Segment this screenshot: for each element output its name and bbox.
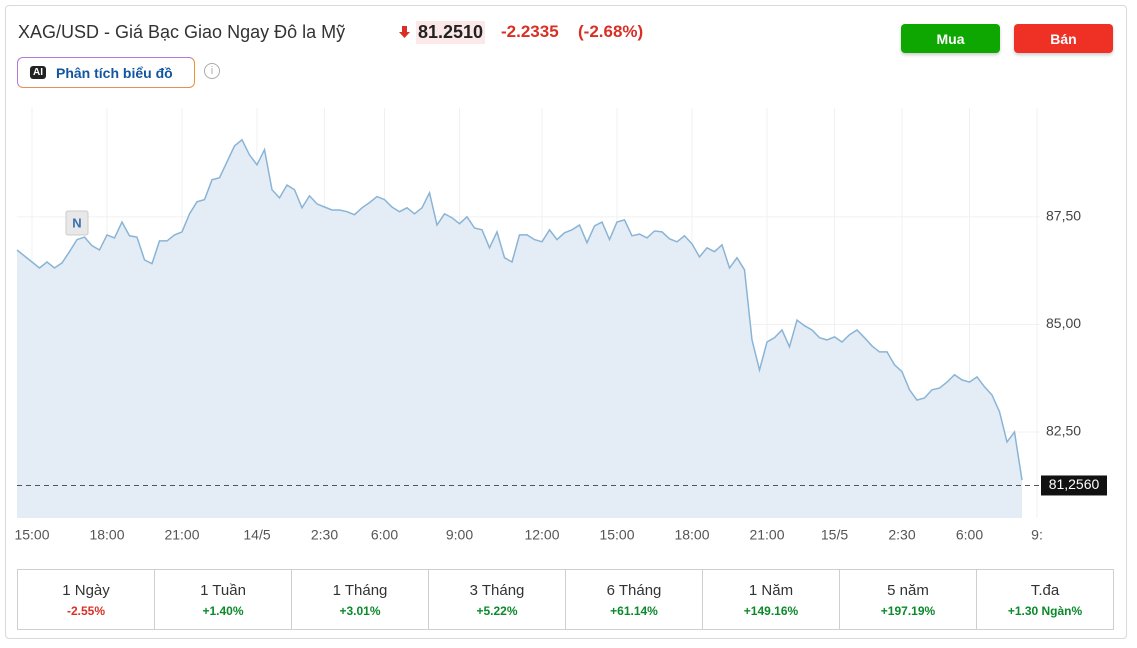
x-tick-label: 21:00 — [164, 527, 199, 543]
performance-cell[interactable]: 1 Năm +149.16% — [702, 570, 839, 629]
x-tick-label: 9: — [1031, 527, 1043, 543]
x-tick-label: 21:00 — [749, 527, 784, 543]
info-icon[interactable]: i — [204, 63, 220, 79]
period: T.đa — [1030, 581, 1060, 599]
x-tick-label: 15:00 — [14, 527, 49, 543]
period-change: +197.19% — [880, 603, 936, 618]
title: XAG/USD - Giá Bạc Giao Ngay Đô la Mỹ — [18, 22, 346, 42]
price: 81.2510 — [416, 21, 486, 44]
y-tick-label: 82,50 — [1046, 423, 1081, 439]
widget-frame — [5, 5, 1127, 639]
period: 6 Tháng — [606, 581, 662, 599]
performance-cell[interactable]: 1 Tuần +1.40% — [154, 570, 291, 629]
performance-cell[interactable]: 3 Tháng +5.22% — [428, 570, 565, 629]
ai-analysis-button[interactable]: AI Phân tích biểu đồ — [17, 57, 195, 88]
ai-button-label: Phân tích biểu đồ — [56, 64, 173, 81]
x-tick-label: 18:00 — [89, 527, 124, 543]
period-change: +1.40% — [202, 603, 244, 618]
current-price-box — [1041, 475, 1107, 496]
period-change: +5.22% — [476, 603, 518, 618]
news-marker: N — [72, 215, 81, 230]
change-percent: (-2.68%) — [578, 22, 644, 41]
period-change: +3.01% — [339, 603, 381, 618]
x-tick-label: 6:00 — [371, 527, 398, 543]
x-tick-label: 2:30 — [311, 527, 338, 543]
buy-button[interactable]: Mua — [901, 24, 1000, 53]
x-tick-label: 12:00 — [524, 527, 559, 543]
x-tick-label: 14/5 — [243, 527, 270, 543]
period-change: +1.30 Ngàn% — [1007, 603, 1083, 618]
performance-table: 1 Ngày -2.55% 1 Tuần +1.40% 1 Tháng +3.01% 3 T… — [17, 569, 1114, 630]
performance-cell[interactable]: 1 Ngày -2.55% — [18, 570, 154, 629]
y-tick-label: 87,50 — [1046, 208, 1081, 224]
period: 5 năm — [887, 581, 929, 599]
period-change: +149.16% — [743, 603, 799, 618]
performance-cell[interactable]: 1 Tháng +3.01% — [291, 570, 428, 629]
change: -2.2335 — [501, 22, 559, 41]
period-change: -2.55% — [66, 603, 106, 618]
y-tick-label: 85,00 — [1046, 315, 1081, 331]
chart: 82,50 85,00 87,50 15:00 18:00 21:00 14/5 2:30 6:… — [14, 108, 1107, 543]
period: 1 Tuần — [200, 581, 246, 599]
sell-button[interactable]: Bán — [1014, 24, 1113, 53]
x-tick-label: 15:00 — [599, 527, 634, 543]
ai-icon: AI — [30, 66, 46, 79]
period: 3 Tháng — [469, 581, 525, 599]
period: 1 Ngày — [62, 581, 110, 599]
period: 1 Năm — [748, 581, 794, 599]
performance-cell[interactable]: T.đa +1.30 Ngàn% — [976, 570, 1113, 629]
price-area — [17, 139, 1022, 519]
current-price-label: 81,2560 — [1049, 476, 1100, 492]
performance-cell[interactable]: 5 năm +197.19% — [839, 570, 976, 629]
period-change: +61.14% — [610, 603, 658, 618]
down-arrow — [399, 26, 410, 38]
x-tick-label: 15/5 — [821, 527, 848, 543]
period: 1 Tháng — [332, 581, 388, 599]
performance-cell[interactable]: 6 Tháng +61.14% — [565, 570, 702, 629]
news-marker-box — [65, 210, 89, 236]
x-tick-label: 18:00 — [674, 527, 709, 543]
x-tick-label: 6:00 — [956, 527, 983, 543]
x-tick-label: 9:00 — [446, 527, 473, 543]
x-tick-label: 2:30 — [888, 527, 915, 543]
price-line — [16, 138, 1023, 481]
